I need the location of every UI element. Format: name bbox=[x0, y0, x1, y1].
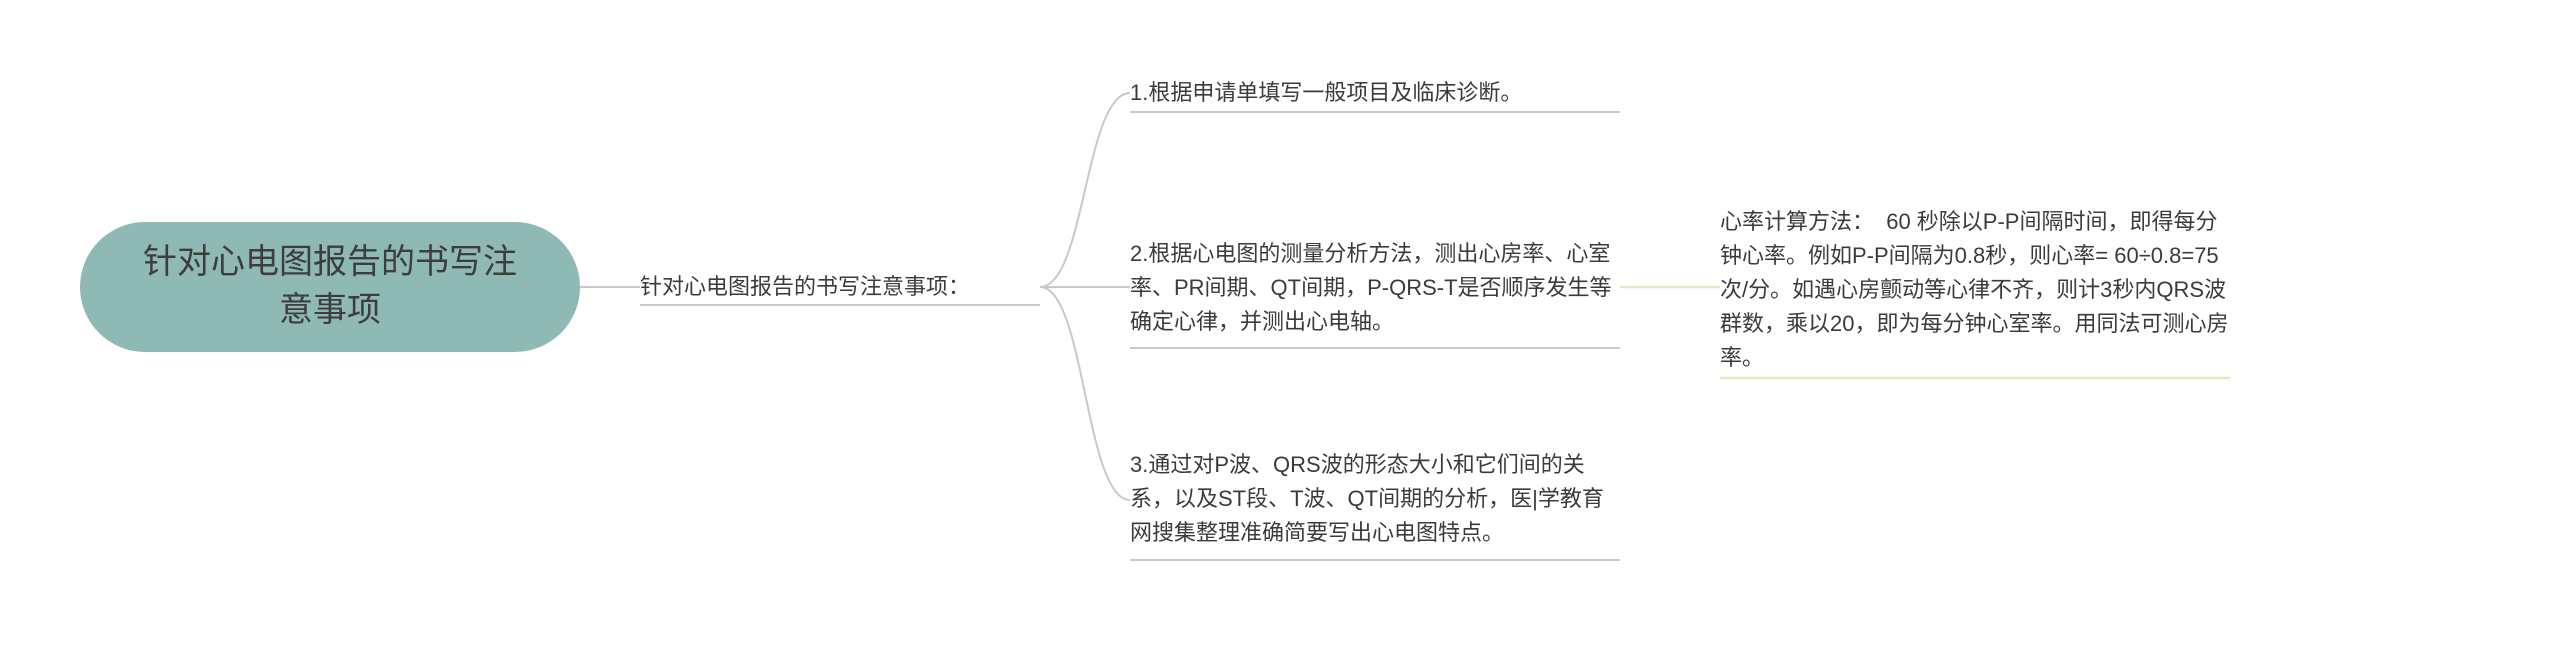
mindmap-leaf-1: 1.根据申请单填写一般项目及临床诊断。 bbox=[1130, 76, 1610, 110]
mindmap-leaf-3: 3.通过对P波、QRS波的形态大小和它们间的关系，以及ST段、T波、QT间期的分… bbox=[1130, 448, 1620, 550]
mindmap-level1: 针对心电图报告的书写注意事项： bbox=[640, 270, 1040, 304]
mindmap-root: 针对心电图报告的书写注 意事项 bbox=[80, 222, 580, 352]
mindmap-leaf-2a: 心率计算方法： 60 秒除以P-P间隔时间，即得每分钟心率。例如P-P间隔为0.… bbox=[1720, 205, 2230, 375]
mindmap-leaf-2: 2.根据心电图的测量分析方法，测出心房率、心室率、PR间期、QT间期，P-QRS… bbox=[1130, 237, 1620, 339]
